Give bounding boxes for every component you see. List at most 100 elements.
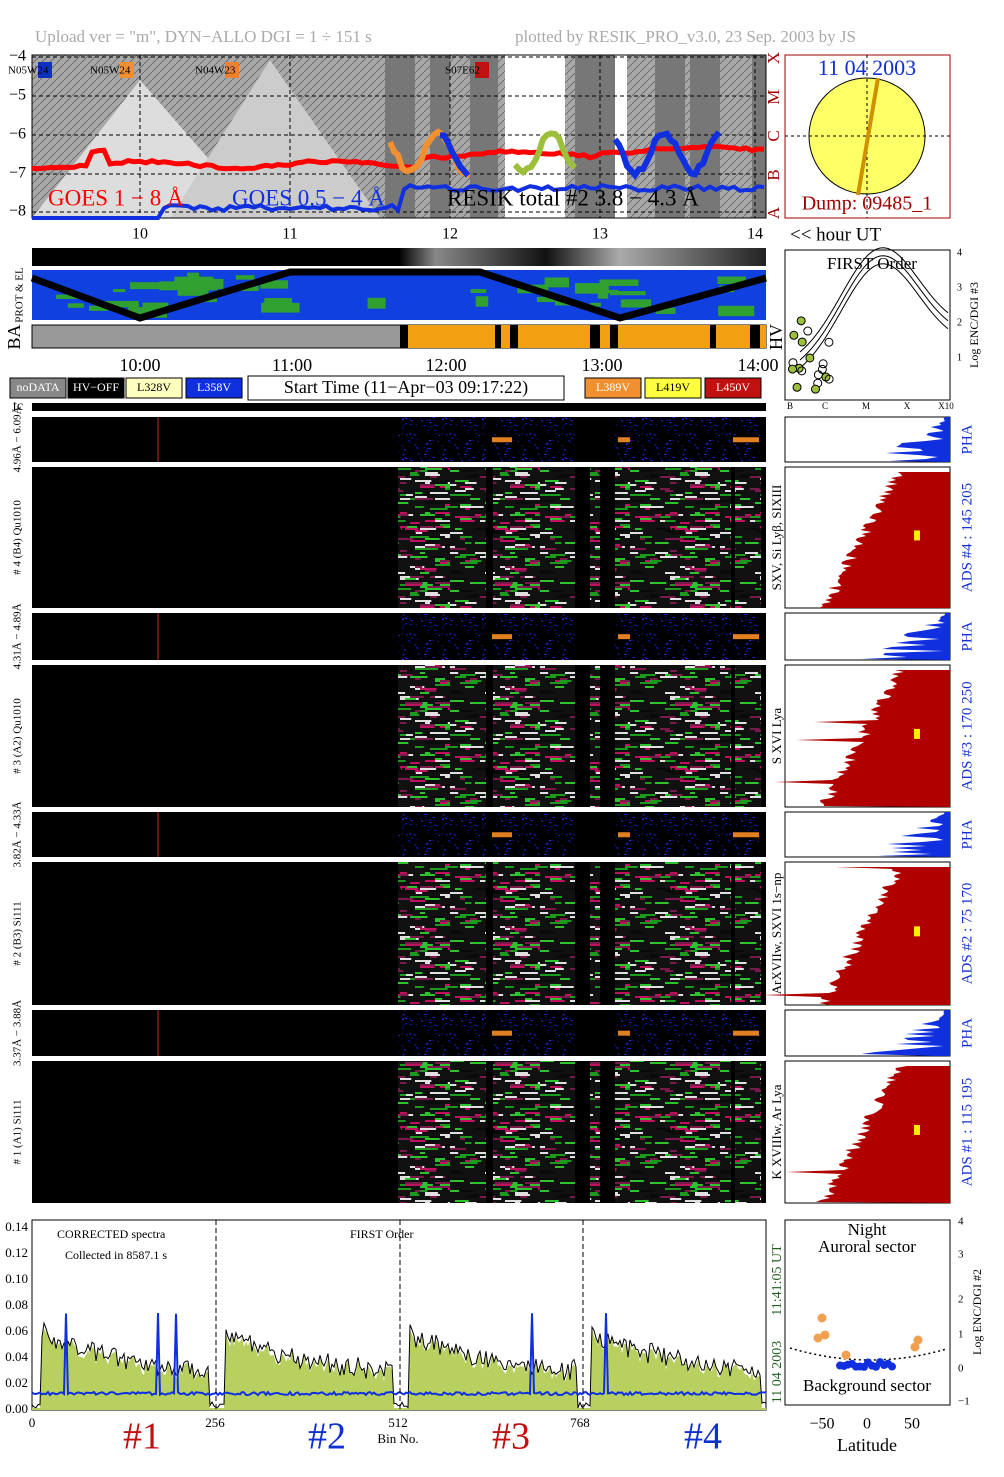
legend-label: RESIK total #2 3.8 − 4.3 Å [447,185,699,210]
spectrogram-region [493,665,575,807]
legend-label: L389V [596,380,630,394]
label: CORRECTED spectra [57,1227,166,1241]
spectrum-line [31,1321,767,1409]
label: FIRST Order [350,1227,413,1241]
band [385,55,415,218]
point [797,366,807,376]
label: 3.82Å − 4.33Å [12,801,24,867]
model-curve [799,255,949,361]
point [813,370,823,380]
legend-swatch [185,377,243,399]
point [824,337,834,347]
y-tick-label: 3 [957,282,962,293]
spectrogram-region [615,1061,731,1203]
point [788,364,798,374]
y-tick-label: 0.02 [5,1375,28,1390]
label: BA [4,324,24,349]
land [544,277,569,288]
x-tick-label: 50 [904,1416,920,1433]
label: ADS #1 : 115 195 [959,1078,975,1187]
pha-peak [492,437,512,443]
x-tick-label: 12:00 [425,355,466,375]
x-tick-label: −50 [809,1416,834,1433]
label: Auroral sector [818,1237,916,1256]
point [841,1350,851,1360]
land [89,305,109,311]
land [264,298,293,308]
shade [170,60,380,218]
label: # 1 (A1) Si111 [12,1100,24,1165]
spectrogram-region [493,467,575,608]
legend-swatch [644,377,702,399]
pha-region [398,417,486,462]
land [610,290,646,296]
legend-label: L450V [716,380,750,394]
land [204,298,217,303]
label: # 2 (B3) Si111 [12,901,24,965]
goes-long [31,143,765,172]
point [813,1333,823,1343]
region-tag [475,62,489,78]
y-tick-label: 2 [958,1294,964,1306]
ads-histogram [786,1066,950,1203]
spectrum-area [32,1328,766,1410]
section-label: #3 [492,1416,530,1458]
model-curve [789,1347,947,1361]
x-tick-label: 10 [132,226,148,243]
pha-peak [492,1030,512,1036]
region-tag [225,62,239,78]
ads-histogram [818,472,950,608]
y-tick-label: 0.00 [5,1401,28,1416]
spectrogram-region [398,1061,486,1203]
label: PHA [959,819,975,849]
y-tick-label: 2 [957,317,962,328]
label: Night [848,1220,887,1239]
resik-total [512,130,578,177]
label: 11 04 2003 [770,1341,785,1403]
ba-gap [610,325,618,348]
ba-gap [510,325,518,348]
class-label: A [764,206,783,219]
y-tick-label: 0.10 [5,1271,28,1286]
label: PHA [959,621,975,651]
y-tick-label: 1 [957,352,962,363]
land [235,275,255,280]
ads-histogram [761,867,950,1005]
label: ADS #3 : 170 250 [959,681,975,790]
land [717,276,746,284]
spectrogram-region [493,862,575,1005]
legend-label: L328V [137,380,171,394]
point [818,359,828,369]
spectrogram-region [615,665,731,807]
pha-peak [733,832,759,838]
point [803,326,813,336]
land [56,294,84,299]
resik-total [439,132,471,178]
x-tick-label: 14:00 [737,355,778,375]
pha-peak [618,634,630,640]
label: Log ENC/DGI #3 [967,282,981,368]
pha-peak [733,634,759,640]
label: HV [766,324,786,350]
legend-swatch [9,377,67,399]
pha-region [398,812,486,857]
spectrogram-region [735,1061,761,1203]
pha-region [615,1010,731,1056]
band [575,55,620,218]
class-label: B [764,169,783,180]
land [655,307,676,314]
point [796,316,806,326]
point [789,330,799,340]
y-tick-label: 1 [958,1329,964,1341]
legend-label: GOES 1 − 8 Å [48,185,184,210]
y-tick-label: −5 [9,87,26,104]
region-label: N05W24 [90,65,131,77]
tc-strip [32,403,766,411]
y-tick-label: 4 [958,1216,964,1228]
model-curve [799,247,949,353]
x-tick-label: B [787,401,793,411]
land [261,302,300,313]
label: 4.31Å − 4.89Å [12,603,24,669]
label: Upload ver = "m", DYN−ALLO DGI = 1 ÷ 151… [35,27,372,46]
